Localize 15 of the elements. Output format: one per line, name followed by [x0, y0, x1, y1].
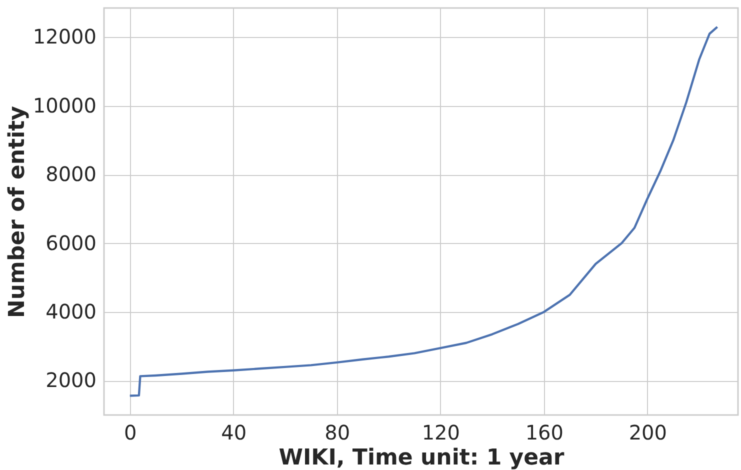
- x-tick-label: 40: [221, 420, 247, 444]
- y-tick-label: 4000: [46, 299, 96, 324]
- y-tick-label: 2000: [46, 368, 96, 392]
- y-tick-label: 10000: [32, 93, 96, 118]
- y-axis-title: Number of entity: [4, 106, 30, 318]
- y-tick-label: 6000: [46, 230, 96, 255]
- x-axis-title: WIKI, Time unit: 1 year: [278, 446, 564, 470]
- x-tick-label: 0: [124, 420, 137, 444]
- x-tick-label: 200: [628, 420, 668, 444]
- y-tick-label: 12000: [32, 24, 96, 49]
- y-tick-label: 8000: [46, 162, 96, 186]
- x-tick-label: 160: [525, 420, 564, 444]
- x-tick-label: 120: [422, 420, 460, 444]
- x-tick-label: 80: [324, 420, 350, 444]
- line-series: [128, 26, 718, 397]
